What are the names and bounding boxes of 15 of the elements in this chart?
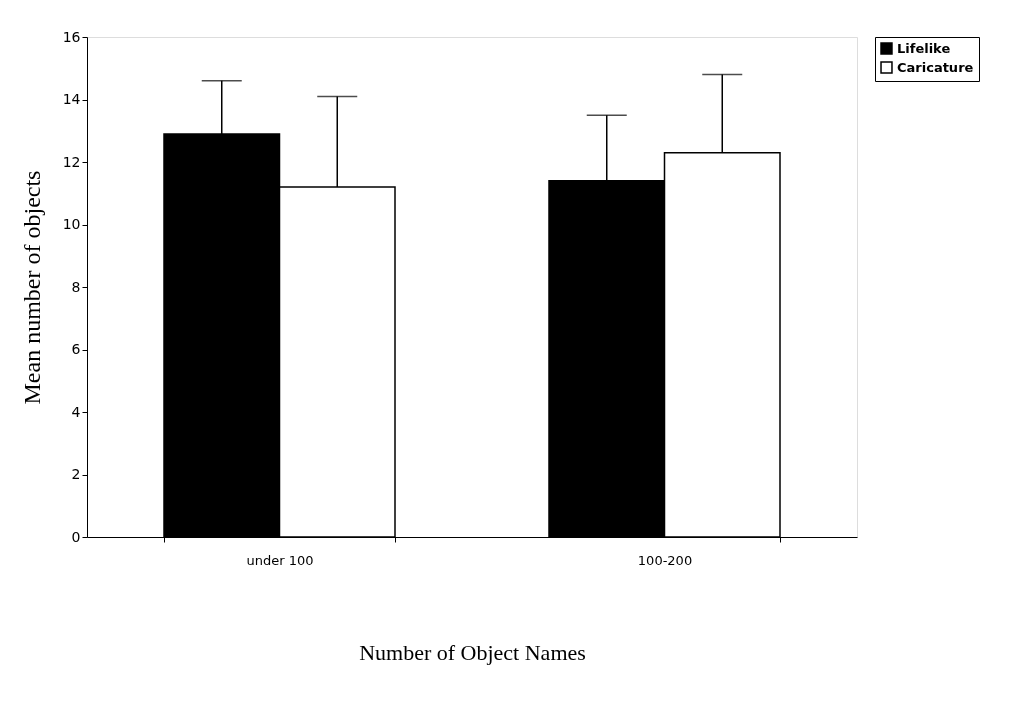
x-axis-title: Number of Object Names [359, 639, 586, 665]
x-tick-label: under 100 [246, 552, 314, 568]
y-tick-label: 2 [71, 466, 81, 482]
y-tick-label: 12 [62, 153, 81, 170]
y-tick-label: 4 [71, 403, 81, 420]
y-tick-label: 0 [71, 528, 81, 545]
y-axis-title: Mean number of objects [18, 170, 45, 405]
x-tick-label: 100-200 [637, 552, 693, 568]
y-tick-label: 16 [62, 28, 81, 45]
y-tick-label: 14 [62, 91, 81, 107]
y-tick-label: 8 [71, 278, 81, 295]
legend-label: Lifelike [897, 40, 951, 56]
y-tick-label: 6 [71, 341, 81, 357]
y-tick-label: 10 [62, 216, 81, 232]
legend-label: Caricature [897, 59, 974, 75]
